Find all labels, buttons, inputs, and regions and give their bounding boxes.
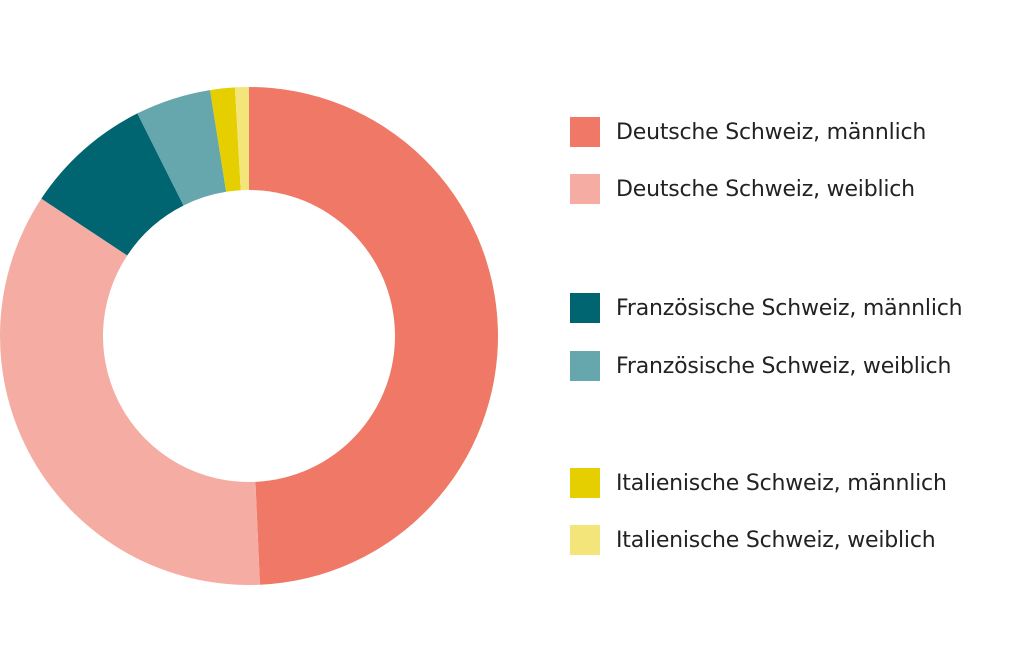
donut-slice (41, 113, 184, 256)
legend-label: Italienische Schweiz, weiblich (616, 527, 936, 553)
legend-swatch (570, 293, 600, 323)
donut-slice (249, 87, 498, 585)
legend-label: Französische Schweiz, männlich (616, 295, 963, 321)
legend-swatch (570, 117, 600, 147)
legend-item: Französische Schweiz, männlich (570, 292, 963, 324)
donut-slice (234, 87, 249, 191)
donut-slice (0, 198, 260, 585)
legend-item: Französische Schweiz, weiblich (570, 350, 951, 382)
legend-label: Deutsche Schweiz, weiblich (616, 176, 915, 202)
legend-swatch (570, 525, 600, 555)
donut-slice (210, 87, 241, 192)
legend-swatch (570, 174, 600, 204)
donut-slice (137, 90, 227, 206)
legend-label: Italienische Schweiz, männlich (616, 470, 947, 496)
legend-item: Italienische Schweiz, männlich (570, 467, 947, 499)
legend-swatch (570, 351, 600, 381)
legend-label: Französische Schweiz, weiblich (616, 353, 952, 379)
legend-item: Deutsche Schweiz, weiblich (570, 173, 915, 205)
legend-item: Italienische Schweiz, weiblich (570, 524, 936, 556)
legend-label: Deutsche Schweiz, männlich (616, 119, 927, 145)
legend-swatch (570, 468, 600, 498)
legend-item: Deutsche Schweiz, männlich (570, 116, 926, 148)
